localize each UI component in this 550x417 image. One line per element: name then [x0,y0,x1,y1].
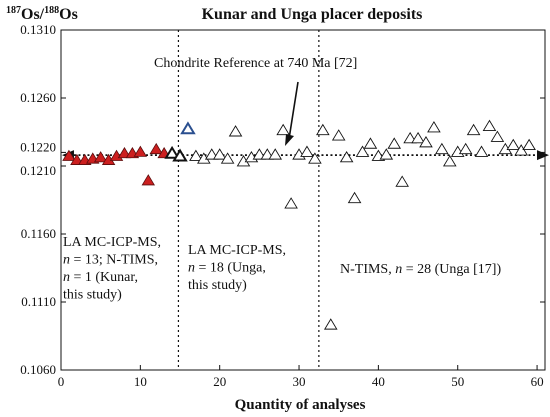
data-point [411,131,425,144]
data-point [62,149,76,161]
y-tick-label: 0.1060 [20,362,56,377]
data-point [466,123,481,136]
region-label-line: n = 13; N-TIMS, [63,253,158,268]
reference-annotation: Chondrite Reference at 740 Ma [72] [154,56,357,71]
region-label-line: N-TIMS, n = 28 (Unga [17]) [340,262,501,277]
data-point [482,119,497,132]
data-point [172,148,188,162]
data-point [228,125,243,137]
y-tick-label: 0.1210 [20,163,56,178]
region-label-line: LA MC-ICP-MS, [63,235,161,250]
data-point [141,174,155,186]
data-point [220,152,235,164]
reference-arrowhead-right [537,150,549,161]
region-label-line: this study) [63,288,122,303]
y-tick-label: 0.1310 [20,22,56,37]
data-point [458,142,473,155]
data-point [379,148,394,160]
region-label-line: n = 1 (Kunar, [63,270,138,285]
data-point [355,145,370,157]
data-point [276,123,290,136]
region-label-line: LA MC-ICP-MS, [188,243,286,258]
data-point [474,145,489,157]
data-point [339,150,354,163]
annotation-arrow [285,81,299,146]
data-point [387,137,402,149]
data-point [284,197,298,209]
data-point [189,149,203,161]
data-points [62,119,536,330]
data-point [93,151,108,163]
region-label-line: this study) [188,278,247,293]
data-point [419,136,433,148]
data-point [363,137,378,149]
data-point [323,318,338,330]
x-tick-label: 0 [58,374,65,389]
region-dividers [177,30,320,370]
data-point [212,148,227,160]
data-point [427,121,441,133]
y-axis-label: 187Os/188Os [6,5,78,23]
y-axis-ticks: 0.1310 0.1260 0.1220 0.1210 0.1160 0.1110 0.10… [20,22,545,377]
x-tick-label: 20 [213,374,226,389]
data-point [300,145,314,157]
x-tick-label: 50 [451,374,464,389]
plot-area [60,29,546,371]
data-point [347,191,362,204]
data-point [308,152,322,164]
x-tick-label: 40 [372,374,385,389]
x-axis-label: Quantity of analyses [235,397,366,413]
data-point [133,145,148,157]
data-point [522,138,536,151]
data-point [395,175,409,187]
x-tick-label: 10 [134,374,147,389]
data-point [442,155,457,167]
x-tick-label: 30 [293,374,306,389]
data-point [435,142,449,155]
x-tick-label: 60 [531,374,544,389]
y-tick-label: 0.1220 [20,139,56,154]
x-axis-ticks: 0 10 20 30 40 50 60 [58,365,544,389]
y-tick-label: 0.1160 [21,226,56,241]
y-tick-label: 0.1110 [21,294,56,309]
data-point [506,138,521,151]
region-labels: LA MC-ICP-MS, n = 13; N-TIMS, n = 1 (Kunar… [63,235,501,303]
data-point [331,129,346,141]
region-label-line: n = 18 (Unga, [188,261,266,276]
data-point [164,145,180,159]
data-point [180,121,196,135]
y-tick-label: 0.1260 [20,90,56,105]
data-point [490,130,505,142]
data-point [316,123,330,136]
data-point [149,142,163,155]
chart-title: Kunar and Unga placer deposits [202,6,423,23]
data-point [268,148,283,160]
